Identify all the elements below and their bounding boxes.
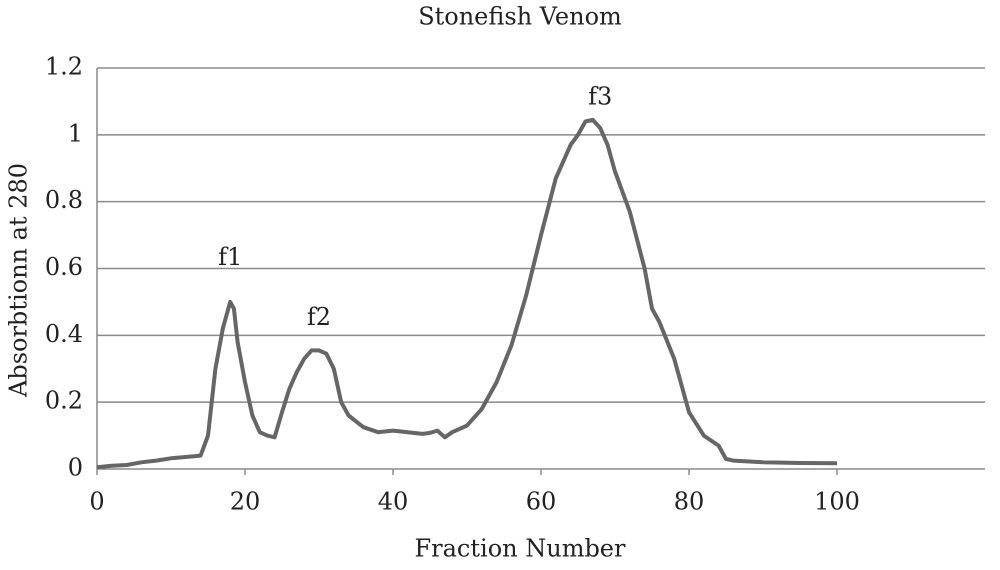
y-tick-label: 0	[68, 454, 83, 482]
y-tick-label: 0.4	[45, 320, 83, 348]
x-tick-label: 80	[674, 488, 705, 516]
chart-title: Stonefish Venom	[418, 3, 622, 31]
x-tick-label: 0	[89, 488, 104, 516]
y-tick-label: 0.2	[45, 387, 83, 415]
y-axis-label: Absorbtionn at 280	[5, 163, 33, 398]
annotation: f1	[218, 243, 242, 271]
x-axis-label: Fraction Number	[415, 535, 627, 563]
y-tick-label: 0.8	[45, 186, 83, 214]
data-line	[96, 117, 838, 470]
x-tick-label: 60	[526, 488, 557, 516]
x-tick-label: 100	[814, 488, 860, 516]
annotation: f3	[588, 83, 612, 111]
y-tick-label: 1.2	[45, 53, 83, 81]
y-tick-label: 1	[68, 119, 83, 147]
x-tick-label: 20	[230, 488, 261, 516]
y-tick-label: 0.6	[45, 253, 83, 281]
x-tick-label: 40	[378, 488, 409, 516]
annotation: f2	[307, 303, 331, 331]
